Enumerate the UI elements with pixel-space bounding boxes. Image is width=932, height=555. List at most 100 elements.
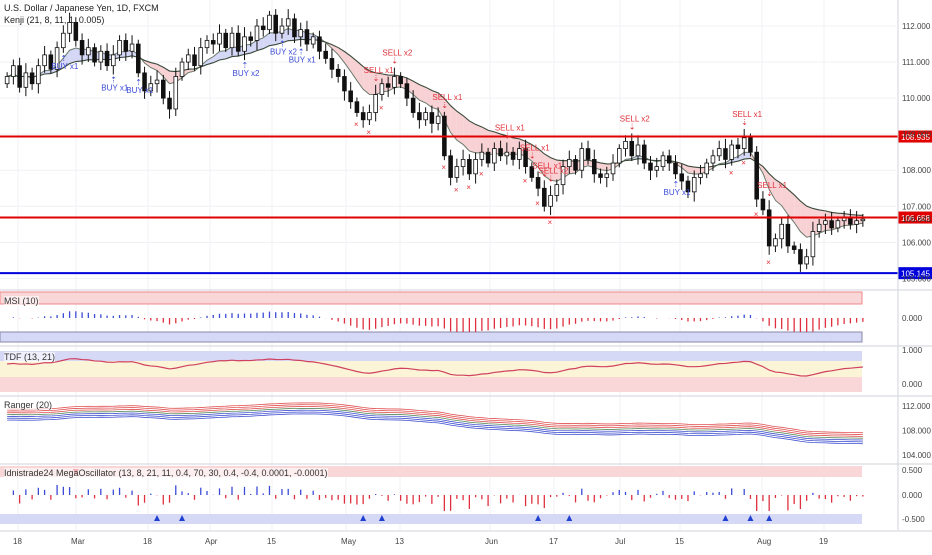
time-axis-label-10: 15 <box>675 537 684 546</box>
candle-body-43 <box>273 14 278 34</box>
candle-body-17 <box>111 54 116 67</box>
mega-lower-zone <box>0 514 862 524</box>
indicator-legend[interactable]: Kenji (21, 8, 11, 1, 0.005) <box>4 15 105 25</box>
cloud-segment-11 <box>69 48 76 64</box>
cloud-segment-58 <box>363 66 370 95</box>
candle-body-3 <box>23 72 29 88</box>
cloud-segment-68 <box>425 87 432 108</box>
signal-marker-10: ⇣ <box>529 151 536 160</box>
ranger-mid-line <box>7 407 863 439</box>
candle-body-105 <box>660 155 666 168</box>
candle-body-73 <box>460 159 466 168</box>
candle-body-62 <box>392 76 397 88</box>
candle-body-130 <box>816 223 822 232</box>
candle-body-12 <box>79 40 85 56</box>
candle-body-111 <box>698 173 703 178</box>
tdf-top-tick: 1.000 <box>902 346 923 355</box>
candle-body-78 <box>492 148 497 164</box>
cloud-segment-59 <box>369 70 376 95</box>
cloud-segment-67 <box>419 84 426 103</box>
msi-upper-zone <box>0 291 863 305</box>
ranger-upper-band-2 <box>7 406 863 437</box>
ranger-pane-label[interactable]: Ranger (20) <box>4 400 53 410</box>
candle-body-94 <box>592 159 597 175</box>
msi-axis-tick: 0.000 <box>902 314 923 323</box>
candle-body-4 <box>29 72 35 85</box>
candle-body-75 <box>473 159 478 175</box>
mega-pane-label[interactable]: Idnistrade24 MegaOscillator (13, 8, 21, … <box>4 468 328 478</box>
candle-body-87 <box>548 195 553 207</box>
signal-marker-12: ⇣ <box>541 169 548 178</box>
candle-body-89 <box>560 166 566 186</box>
candle-body-39 <box>248 36 254 41</box>
candle-body-100 <box>629 140 635 157</box>
signal-buy-3: BUY x2 <box>232 69 260 78</box>
candle-body-76 <box>479 151 485 160</box>
candle-body-137 <box>860 218 866 222</box>
cloud-segment-96 <box>600 162 607 171</box>
candle-body-40 <box>254 25 260 41</box>
candle-body-106 <box>666 155 672 164</box>
price-tick-5: 107.000 <box>902 202 931 211</box>
mega-up-arrow-0 <box>154 515 161 521</box>
fast-ma-line <box>6 28 863 238</box>
candle-body-116 <box>729 144 734 160</box>
candle-body-31 <box>198 47 204 67</box>
candle-body-103 <box>648 162 653 171</box>
time-axis-label-0: 18 <box>13 537 22 546</box>
svg-text:108.935: 108.935 <box>901 133 930 142</box>
mega-up-arrow-6 <box>722 515 729 521</box>
cloud-segment-110 <box>687 166 695 174</box>
sell-x-mark-5: × <box>466 183 471 192</box>
candle-body-32 <box>204 40 210 49</box>
cloud-segment-7 <box>44 70 51 74</box>
candle-body-124 <box>779 223 784 240</box>
tdf-bottom-tick: 0.000 <box>902 380 923 389</box>
candle-body-99 <box>623 140 628 150</box>
sell-x-mark-6: × <box>479 169 484 178</box>
signal-sell-13: SELL x2 <box>620 114 650 123</box>
candle-body-110 <box>691 177 697 193</box>
candle-body-61 <box>385 83 391 88</box>
mega-upper-zone <box>0 466 862 477</box>
candle-body-36 <box>229 32 235 49</box>
mega-up-arrow-7 <box>747 515 754 521</box>
signal-buy-14: BUY x1 <box>663 188 691 197</box>
candle-body-18 <box>117 40 122 56</box>
candle-body-118 <box>741 137 747 150</box>
candle-body-108 <box>679 173 685 182</box>
cloud-segment-69 <box>431 90 439 110</box>
candle-body-67 <box>423 112 428 121</box>
sell-x-mark-2: × <box>379 104 384 113</box>
candle-body-84 <box>529 166 535 178</box>
candle-body-35 <box>223 32 229 49</box>
candle-body-37 <box>235 32 241 52</box>
candle-body-5 <box>36 65 41 85</box>
signal-sell-6: SELL x2 <box>382 49 412 58</box>
candle-body-112 <box>704 162 709 175</box>
signal-marker-13: ⇣ <box>629 122 636 131</box>
candle-body-15 <box>98 50 104 63</box>
cloud-segment-44 <box>275 31 282 45</box>
cloud-segment-24 <box>150 62 158 71</box>
candle-body-38 <box>242 36 247 52</box>
candle-body-101 <box>635 144 641 157</box>
candle-body-88 <box>554 184 560 196</box>
ranger-lower-band-1 <box>7 411 863 443</box>
candle-body-102 <box>641 144 647 164</box>
tdf-pane-label[interactable]: TDF (13, 21) <box>4 352 56 362</box>
candle-body-7 <box>48 54 54 70</box>
candle-body-96 <box>604 173 610 178</box>
time-axis-label-5: May <box>341 537 356 546</box>
cloud-segment-76 <box>475 124 482 153</box>
cloud-segment-71 <box>444 98 451 133</box>
candle-body-34 <box>217 32 222 45</box>
msi-pane-label[interactable]: MSI (10) <box>4 296 39 306</box>
time-axis-label-4: 15 <box>267 537 276 546</box>
candle-body-119 <box>748 137 753 153</box>
candle-body-123 <box>773 238 778 247</box>
candle-body-90 <box>567 159 572 168</box>
cloud-segment-72 <box>450 105 457 141</box>
